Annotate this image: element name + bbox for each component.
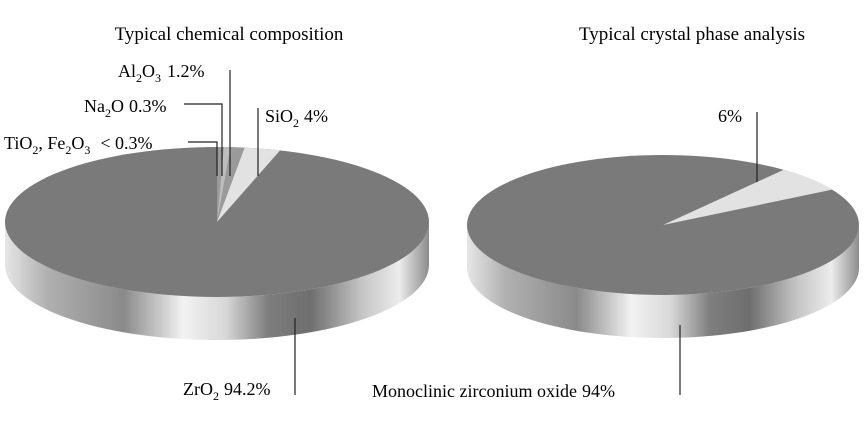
label-zro2: ZrO2 94.2% [183,379,271,403]
pie-slice-sio2 [217,147,281,222]
pie-slice-other [663,169,833,225]
label-monoclinic: Monoclinic zirconium oxide 94% [372,381,615,401]
label-al2o3: Al2O3 1.2% [118,61,205,85]
pie-side-chemical [5,222,429,340]
chart-title-chemical: Typical chemical composition [115,24,344,45]
pie-slice-na2o [217,147,231,222]
label-tio2-fe2o3: TiO2, Fe2O3 < 0.3% [4,133,153,157]
label-na2o: Na2O 0.3% [84,96,167,120]
pie-chemical-composition: Typical chemical composition Al2O3 1.2% N… [4,24,429,403]
pie-side-crystal [467,225,859,338]
chart-title-crystal: Typical crystal phase analysis [579,24,805,45]
label-other: 6% [718,106,742,126]
label-sio2: SiO2 4% [265,106,328,130]
leader-line-tio2 [188,141,218,176]
leader-line-na2o [184,103,223,176]
pie-slice-al2o3 [217,147,245,222]
pie-crystal-phase: Typical crystal phase analysis 6% Monocl… [372,24,859,401]
